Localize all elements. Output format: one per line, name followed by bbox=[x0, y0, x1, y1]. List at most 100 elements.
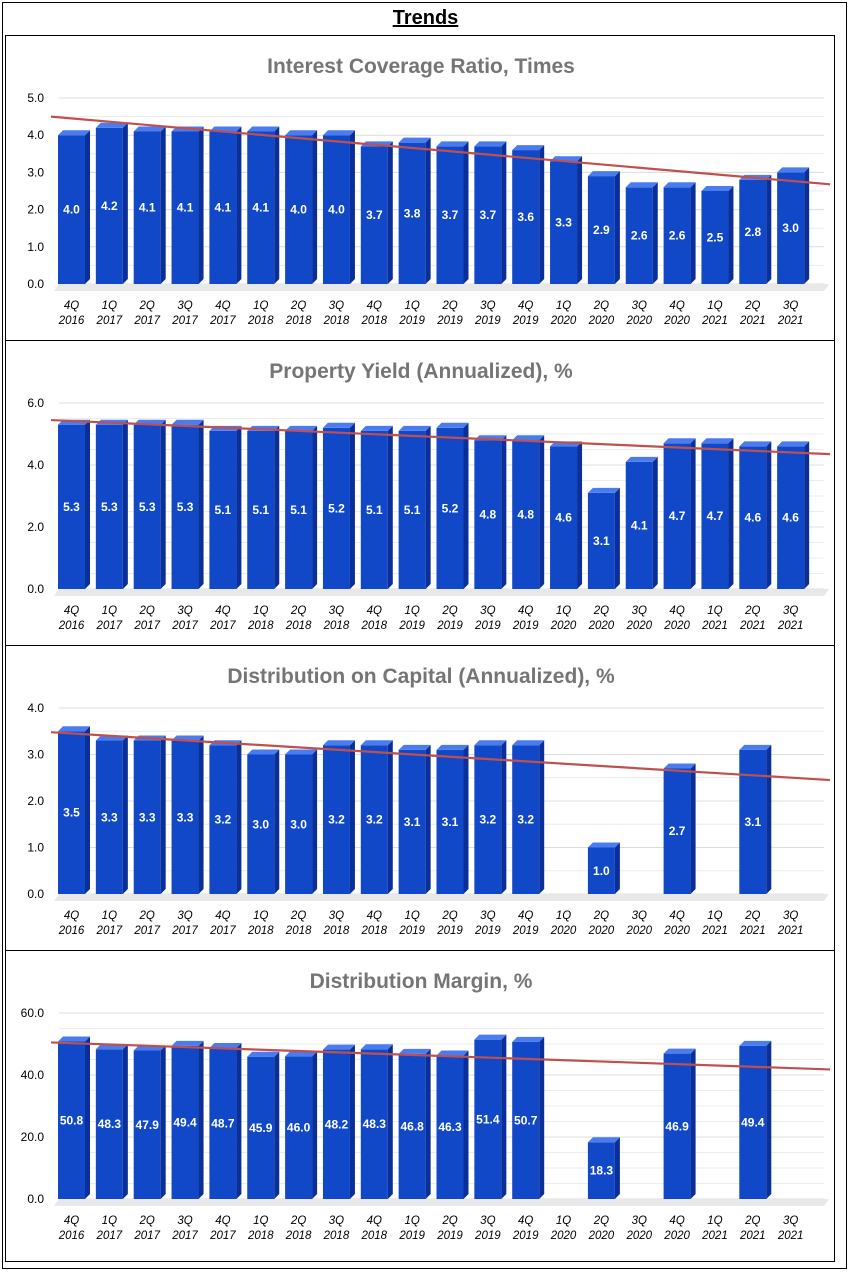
bar bbox=[739, 1045, 767, 1199]
x-tick-label: 2018 bbox=[361, 620, 388, 632]
bar-value-label: 50.8 bbox=[60, 1113, 84, 1127]
x-tick-label: 2Q bbox=[290, 605, 306, 617]
x-tick-label: 2017 bbox=[209, 1230, 236, 1242]
x-tick-label: 2021 bbox=[777, 620, 804, 632]
bar-side bbox=[198, 1040, 204, 1199]
x-tick-label: 1Q bbox=[253, 1215, 268, 1227]
bar-top bbox=[95, 122, 128, 128]
bar bbox=[133, 1050, 161, 1199]
bar-value-label: 51.4 bbox=[476, 1112, 500, 1126]
x-tick-label: 2019 bbox=[474, 620, 501, 632]
x-tick-label: 4Q bbox=[215, 1215, 230, 1227]
bar-value-label: 3.8 bbox=[404, 206, 421, 220]
bar-side bbox=[274, 1051, 280, 1199]
x-tick-label: 2018 bbox=[285, 620, 312, 632]
x-tick-label: 3Q bbox=[783, 605, 798, 617]
bar-top bbox=[360, 425, 393, 431]
x-tick-label: 3Q bbox=[632, 605, 647, 617]
x-tick-label: 2016 bbox=[58, 620, 85, 632]
x-tick-label: 2021 bbox=[777, 1230, 804, 1242]
bar-side bbox=[804, 167, 810, 284]
x-tick-label: 2Q bbox=[744, 605, 760, 617]
bar bbox=[285, 430, 313, 589]
bar-side bbox=[728, 186, 734, 284]
x-tick-label: 2Q bbox=[441, 300, 457, 312]
bar-side bbox=[501, 740, 507, 894]
bar bbox=[133, 131, 161, 284]
y-tick-label: 60.0 bbox=[21, 1006, 45, 1020]
chart-distribution-on-capital: Distribution on Capital (Annualized), % 0… bbox=[27, 665, 831, 937]
bar bbox=[625, 187, 653, 284]
bar bbox=[95, 424, 123, 589]
bar-top bbox=[285, 749, 318, 755]
x-tick-label: 4Q bbox=[518, 910, 533, 922]
bar-side bbox=[614, 487, 620, 589]
x-tick-label: 3Q bbox=[632, 300, 647, 312]
bar-value-label: 4.0 bbox=[328, 203, 345, 217]
x-tick-label: 2Q bbox=[744, 910, 760, 922]
x-tick-label: 3Q bbox=[329, 300, 344, 312]
x-tick-label: 1Q bbox=[404, 910, 419, 922]
x-tick-label: 2019 bbox=[474, 925, 501, 937]
x-tick-label: 3Q bbox=[177, 605, 192, 617]
bar-side bbox=[539, 145, 545, 284]
bar bbox=[512, 1041, 540, 1199]
page-title: Trends bbox=[392, 7, 459, 29]
x-tick-label: 2Q bbox=[290, 910, 306, 922]
bar-value-label: 2.7 bbox=[669, 824, 686, 838]
bar-value-label: 4.2 bbox=[101, 199, 118, 213]
bar-side bbox=[274, 425, 280, 589]
bar-value-label: 5.3 bbox=[101, 500, 118, 514]
bar-value-label: 4.8 bbox=[517, 508, 534, 522]
bar bbox=[247, 1056, 275, 1199]
bar-top bbox=[512, 1036, 545, 1042]
x-tick-label: 2Q bbox=[744, 300, 760, 312]
bar-side bbox=[236, 425, 242, 589]
x-tick-label: 3Q bbox=[783, 910, 798, 922]
bar-top bbox=[209, 1043, 242, 1049]
bar bbox=[95, 1049, 123, 1199]
bar bbox=[512, 440, 540, 589]
x-tick-label: 2020 bbox=[663, 1230, 690, 1242]
bar-side bbox=[387, 740, 393, 894]
bar-value-label: 4.6 bbox=[744, 511, 761, 525]
chart-panel-property-yield: Property Yield (Annualized), % 0.0 2.0 4.0 6… bbox=[5, 340, 835, 646]
x-tick-label: 2Q bbox=[593, 605, 609, 617]
bar-value-label: 3.6 bbox=[517, 210, 534, 224]
y-tick-label: 1.0 bbox=[27, 841, 44, 855]
bar-top bbox=[285, 1051, 318, 1057]
x-tick-label: 3Q bbox=[329, 605, 344, 617]
bar-value-label: 3.3 bbox=[101, 810, 118, 824]
x-tick-label: 1Q bbox=[404, 605, 419, 617]
chart-floor bbox=[54, 1199, 829, 1206]
x-tick-label: 1Q bbox=[556, 605, 571, 617]
bar-value-label: 4.1 bbox=[177, 201, 194, 215]
x-tick-label: 2019 bbox=[398, 315, 425, 327]
bar-top bbox=[474, 740, 507, 746]
bar-side bbox=[539, 435, 545, 589]
bar-value-label: 3.7 bbox=[366, 208, 383, 222]
x-tick-label: 4Q bbox=[64, 605, 79, 617]
bar-value-label: 5.3 bbox=[177, 500, 194, 514]
x-tick-label: 2Q bbox=[593, 300, 609, 312]
bar-top bbox=[398, 1048, 431, 1054]
bar bbox=[247, 754, 275, 894]
x-tick-label: 2017 bbox=[96, 1230, 123, 1242]
bar-top bbox=[777, 167, 810, 173]
x-tick-label: 2017 bbox=[171, 620, 198, 632]
x-tick-label: 2017 bbox=[133, 1230, 160, 1242]
y-tick-label: 2.0 bbox=[27, 520, 44, 534]
bar-side bbox=[539, 740, 545, 894]
bar bbox=[322, 427, 350, 589]
bar-value-label: 3.2 bbox=[328, 813, 345, 827]
x-tick-label: 3Q bbox=[329, 910, 344, 922]
bar-value-label: 5.3 bbox=[63, 500, 80, 514]
x-tick-label: 2019 bbox=[436, 1230, 463, 1242]
bar-value-label: 18.3 bbox=[590, 1164, 614, 1178]
x-tick-label: 1Q bbox=[556, 1215, 571, 1227]
x-tick-label: 2019 bbox=[512, 925, 539, 937]
x-tick-label: 3Q bbox=[480, 300, 495, 312]
bar bbox=[512, 150, 540, 284]
bar-side bbox=[652, 456, 658, 589]
bar-top bbox=[512, 145, 545, 151]
